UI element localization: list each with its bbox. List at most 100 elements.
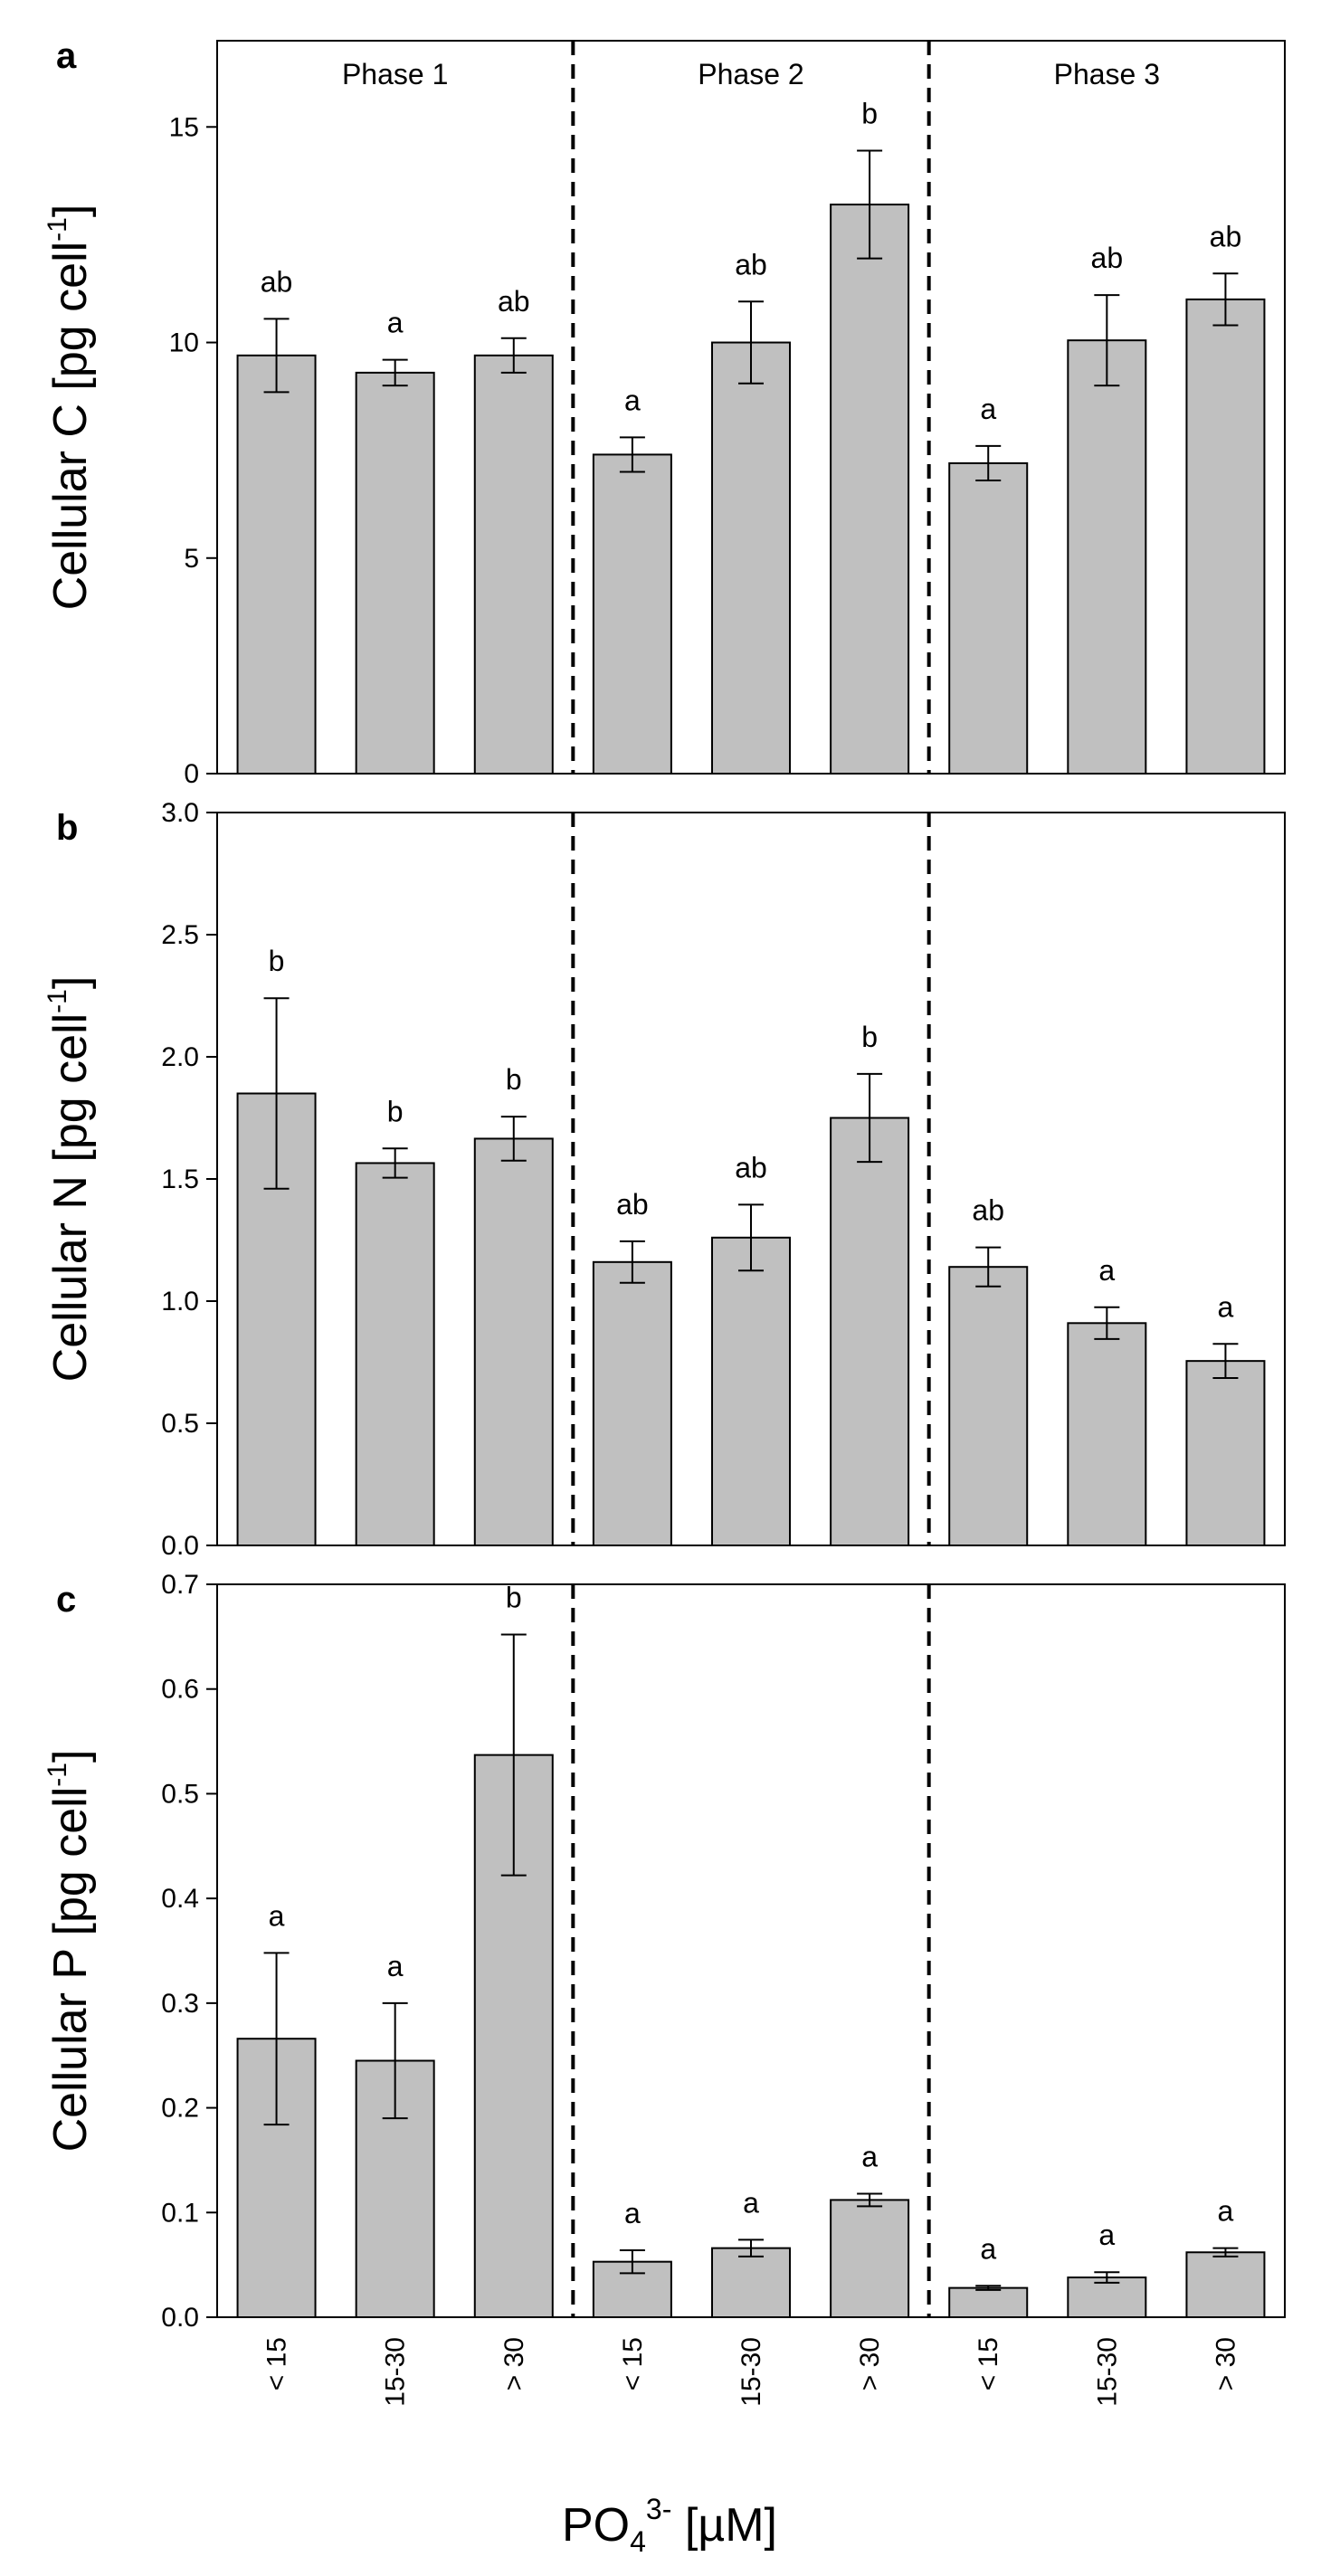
bar: [473, 1137, 554, 1546]
y-tick-label: 0.7: [161, 1570, 199, 1600]
bar: [592, 1260, 672, 1547]
error-bar: [738, 2239, 764, 2258]
error-bar: [857, 149, 883, 260]
significance-label: a: [624, 384, 641, 416]
svg-text:PO43- [µM]: PO43- [µM]: [562, 2493, 777, 2558]
y-tick-label: 0.4: [161, 1884, 199, 1914]
y-label-text: Cellular P [pg cell: [44, 1787, 97, 2153]
bar: [1067, 1322, 1147, 1547]
x-title-unit: [µM]: [671, 2499, 777, 2552]
error-bar: [1094, 2271, 1120, 2284]
phase-label-2: Phase 2: [698, 58, 803, 90]
significance-label: a: [980, 2232, 996, 2265]
significance-label: ab: [735, 248, 767, 280]
x-category-label: 15-30: [1092, 2337, 1122, 2407]
error-bar: [382, 2001, 408, 2120]
panel-a: 0 5 10 15 a Cellular C [pg cell-1] Phase 1 Phas…: [43, 36, 1286, 789]
x-category-label: > 30: [855, 2337, 885, 2391]
x-category-label: < 15: [618, 2337, 648, 2391]
x-category-label: < 15: [262, 2337, 292, 2391]
significance-label: b: [506, 1582, 522, 1614]
significance-label: b: [269, 945, 285, 977]
y-tick-label: 0.5: [161, 1779, 199, 1809]
significance-label: a: [980, 393, 996, 425]
x-axis-title: PO43- [µM]: [562, 2493, 777, 2558]
significance-label: a: [269, 1899, 285, 1932]
bar: [1185, 1360, 1266, 1547]
y-tick-label: 1.5: [161, 1164, 199, 1194]
error-bar: [857, 1072, 883, 1164]
y-tick-label: 0.2: [161, 2094, 199, 2124]
significance-label: a: [624, 2197, 641, 2229]
error-bar: [619, 1240, 645, 1284]
error-bar: [975, 1246, 1002, 1288]
x-title-superscript: 3-: [646, 2493, 671, 2525]
error-bar: [382, 1147, 408, 1179]
y-tick-label: 0.6: [161, 1675, 199, 1705]
y-tick-label: 10: [169, 328, 199, 358]
bar: [236, 354, 317, 775]
significance-label: ab: [735, 1151, 767, 1183]
y-tick-label: 1.0: [161, 1287, 199, 1317]
significance-label: a: [1218, 1290, 1234, 1323]
bar: [1067, 2277, 1147, 2318]
y-axis-label: Cellular N [pg cell-1]: [43, 976, 97, 1383]
x-title-subscript: 4: [630, 2525, 646, 2558]
bar: [355, 1162, 435, 1546]
error-bar: [738, 300, 764, 385]
panel-letter: c: [56, 1580, 76, 1620]
error-bar: [738, 1203, 764, 1272]
bar: [1067, 339, 1147, 775]
error-bar: [500, 337, 527, 374]
error-bar: [1094, 294, 1120, 387]
significance-label: b: [387, 1095, 404, 1127]
error-bar: [857, 2192, 883, 2208]
x-category-label: > 30: [1211, 2337, 1240, 2391]
y-label-superscript: -1: [43, 1763, 72, 1787]
significance-label: ab: [1210, 220, 1242, 252]
bar: [711, 341, 791, 775]
x-category-label: < 15: [974, 2337, 1003, 2391]
y-axis-label: Cellular P [pg cell-1]: [43, 1750, 97, 2153]
significance-label: ab: [1091, 242, 1124, 274]
significance-label: a: [1218, 2195, 1234, 2228]
bar: [948, 1266, 1029, 1546]
y-tick-label: 2.0: [161, 1042, 199, 1072]
bar: [830, 204, 910, 775]
x-category-label: > 30: [499, 2337, 529, 2391]
x-category-label: 15-30: [737, 2337, 766, 2407]
significance-label: ab: [261, 265, 293, 298]
error-bar: [619, 436, 645, 473]
y-tick-label: 0.5: [161, 1409, 199, 1439]
bar: [473, 354, 554, 775]
y-label-end: ]: [44, 976, 97, 989]
y-label-superscript: -1: [43, 989, 72, 1013]
error-bar: [500, 1633, 527, 1877]
phase-label-1: Phase 1: [342, 58, 448, 90]
bar: [1185, 298, 1266, 775]
significance-label: a: [743, 2186, 759, 2219]
bar: [1185, 2251, 1266, 2318]
significance-label: a: [1098, 1254, 1115, 1287]
error-bar: [1094, 1306, 1120, 1340]
significance-label: ab: [616, 1188, 649, 1221]
significance-label: ab: [498, 285, 530, 318]
y-tick-label: 0.3: [161, 1989, 199, 2019]
significance-label: a: [387, 1950, 404, 1982]
significance-label: b: [861, 98, 878, 130]
error-bar: [1212, 2247, 1239, 2258]
bar: [830, 2199, 910, 2318]
y-tick-label: 0.1: [161, 2198, 199, 2228]
significance-label: a: [387, 307, 404, 339]
error-bar: [975, 2285, 1002, 2291]
significance-label: a: [861, 2140, 878, 2172]
bar: [948, 461, 1029, 775]
y-tick-label: 0.0: [161, 1531, 199, 1561]
error-bar: [619, 2248, 645, 2275]
y-tick-label: 5: [184, 544, 199, 574]
panel-b: 0.0 0.5 1.0 1.5 2.0 2.5 3.0 b Cellular N [pg cel…: [43, 798, 1286, 1561]
error-bar: [263, 997, 290, 1190]
significance-label: ab: [972, 1194, 1004, 1227]
